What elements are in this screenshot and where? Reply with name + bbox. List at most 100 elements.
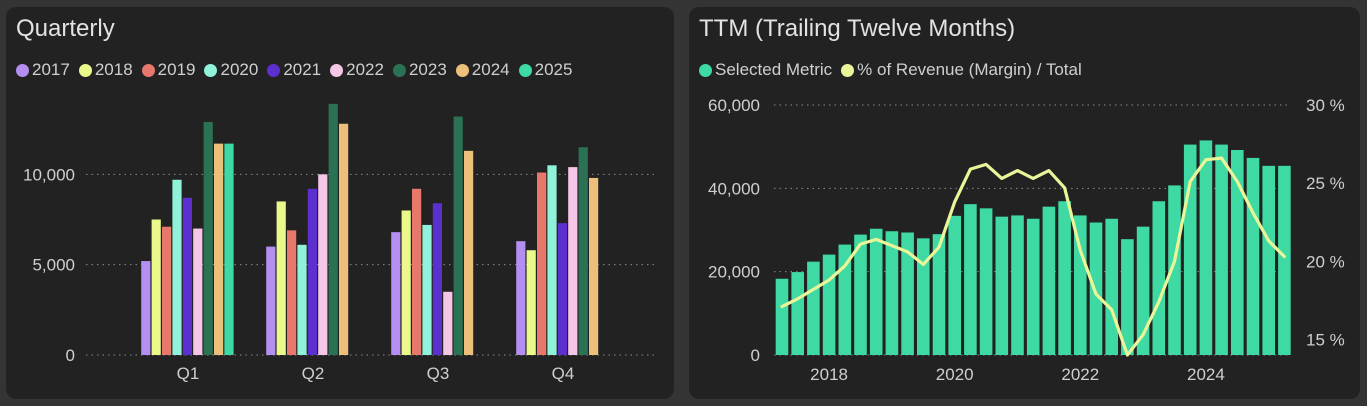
bar [318,174,328,355]
legend-dot-icon [267,63,281,77]
bar [214,143,224,355]
legend-dot-icon [78,63,92,77]
bar [339,123,349,355]
bar [224,143,234,355]
y2-tick-label: 30 % [1306,96,1345,115]
legend-label: 2024 [471,60,510,79]
bar [1278,165,1291,355]
y2-tick-label: 15 % [1306,330,1345,349]
ttm-legend: Selected Metric % of Revenue (Margin) / T… [699,60,1091,80]
bar [422,224,432,355]
legend-dot-icon [16,63,29,77]
bar [297,244,307,355]
bar [1152,201,1166,355]
quarterly-legend-item[interactable]: 2024 [455,60,510,80]
quarterly-legend-item[interactable]: 2021 [267,60,321,80]
x-tick-label: Q1 [177,364,200,383]
quarterly-legend-item[interactable]: 2020 [204,60,258,80]
ttm-legend-item[interactable]: % of Revenue (Margin) / Total [841,60,1082,80]
quarterly-legend-item[interactable]: 2023 [392,60,447,80]
bar [1231,150,1244,355]
legend-dot-icon [518,63,532,77]
bar [464,150,474,355]
x-tick-label: Q3 [427,364,450,383]
x-tick-label: Q4 [552,364,575,383]
y2-tick-label: 25 % [1306,174,1345,193]
bar [854,234,867,355]
bar [995,216,1009,355]
legend-dot-icon [841,63,855,77]
bar [1026,218,1040,355]
bar [537,172,547,355]
legend-label: 2022 [346,60,384,79]
quarterly-legend-item[interactable]: 2018 [78,60,133,80]
y-tick-label: 60,000 [708,96,760,115]
bar [885,231,899,355]
y-tick-label: 5,000 [32,256,75,275]
bar [807,261,820,355]
bar [948,215,961,355]
bar [964,204,977,355]
bar [443,291,453,355]
quarterly-legend-item[interactable]: 2017 [16,60,70,80]
bar [822,254,836,355]
legend-dot-icon [141,63,155,77]
x-tick-label: 2018 [810,365,848,384]
bar [1089,222,1103,355]
bar [307,188,317,355]
bar [568,167,578,355]
x-tick-label: 2024 [1187,365,1225,384]
bar [141,261,151,355]
bar [1058,201,1071,355]
quarterly-legend-item[interactable]: 2022 [330,60,384,80]
bar [182,197,192,355]
bar [151,219,161,355]
bar [775,278,789,355]
legend-label: % of Revenue (Margin) / Total [857,60,1082,79]
bar [1074,215,1087,355]
legend-label: 2021 [283,60,322,79]
bar [401,210,411,355]
legend-dot-icon [204,63,218,77]
bar [328,103,338,355]
legend-dot-icon [699,63,712,77]
bar [979,208,993,355]
x-tick-label: 2020 [936,365,974,384]
ttm-chart: 0 20,000 40,000 60,000 15 % 20 % 25 % 30 % 2018 2… [708,96,1345,384]
quarterly-panel: Quarterly 2017 2018 2019 2020 2021 2022 2023 20… [6,7,674,399]
quarterly-legend-item[interactable]: 2025 [518,60,573,80]
bar [557,223,567,355]
bar [932,234,946,355]
bar [1136,226,1150,355]
bar [276,201,286,355]
quarterly-legend-item[interactable]: 2019 [141,60,195,80]
ttm-legend-item[interactable]: Selected Metric [699,60,832,80]
legend-label: 2018 [94,60,133,79]
legend-label: Selected Metric [715,60,833,79]
y-tick-label: 0 [66,346,75,365]
legend-dot-icon [392,63,406,77]
bar [162,226,172,355]
bar [547,165,557,355]
bar [1121,239,1134,355]
bar [193,228,203,355]
ttm-title: TTM (Trailing Twelve Months) [699,15,1016,42]
quarterly-legend: 2017 2018 2019 2020 2021 2022 2023 2024 2025 [16,60,581,80]
y-tick-label: 0 [751,346,760,365]
bar [172,179,182,355]
ttm-panel: TTM (Trailing Twelve Months) Selected Me… [689,7,1360,399]
bar [901,232,914,355]
y2-tick-label: 20 % [1306,252,1345,271]
margin-line [780,156,1287,357]
bar [1105,218,1118,355]
bar [917,238,930,355]
y-tick-label: 10,000 [23,165,75,184]
x-tick-label: 2022 [1061,365,1099,384]
legend-label: 2025 [534,60,573,79]
bar [526,250,536,355]
bar [791,272,804,355]
bar [516,241,526,355]
bar [869,228,883,355]
quarterly-chart: 0 5,000 10,000 Q1 Q2 Q3 Q4 [23,103,658,383]
bar [412,188,422,355]
